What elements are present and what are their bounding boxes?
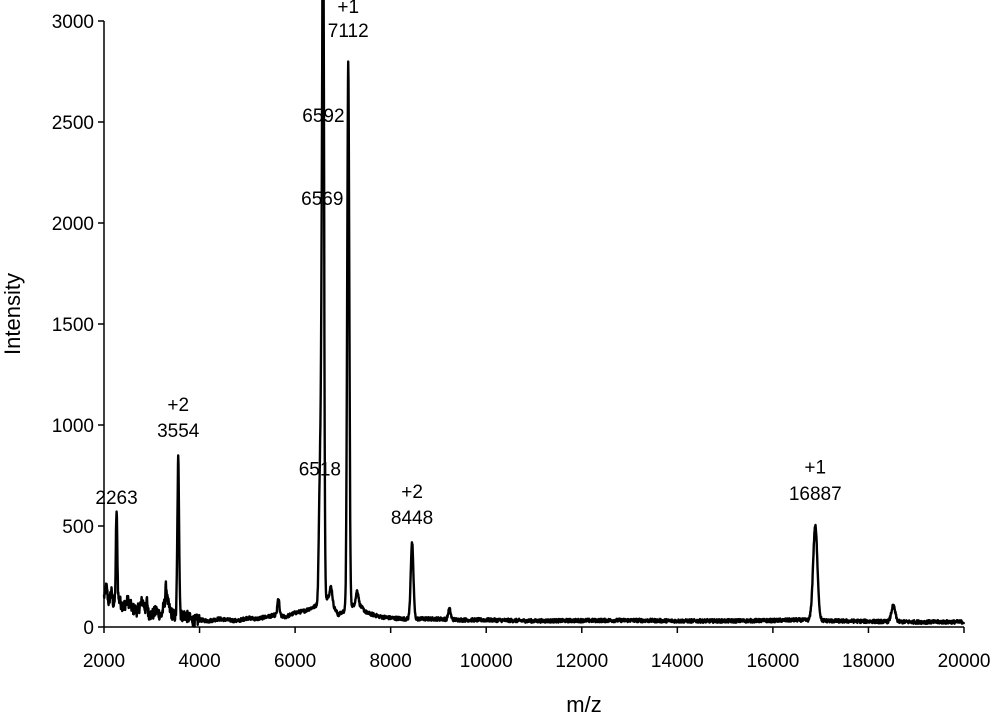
peak-annotations: 2263 +2 3554 6518 6569 6592 +1 7112 +2 8448 +1 1688… (95, 0, 841, 529)
spectrum-line (102, 0, 966, 628)
y-axis-ticks: 0 500 1000 1500 2000 2500 3000 (52, 12, 104, 639)
peak-label: 7112 (328, 21, 369, 42)
x-tick-label: 18000 (842, 651, 895, 672)
peak-label: +1 (337, 0, 359, 18)
peak-label: 8448 (391, 508, 433, 529)
y-tick-label: 0 (83, 618, 94, 639)
y-tick-label: 3000 (52, 12, 94, 33)
peak-label: 6569 (301, 189, 343, 210)
peak-label: 3554 (157, 421, 200, 442)
x-tick-label: 14000 (651, 651, 704, 672)
y-tick-label: 1500 (52, 315, 94, 336)
x-axis-title: m/z (566, 692, 601, 717)
y-tick-label: 2500 (52, 113, 94, 134)
y-tick-label: 2000 (52, 214, 94, 235)
x-tick-label: 6000 (274, 651, 316, 672)
x-axis-ticks: 2000 4000 6000 8000 10000 12000 14000 16000 1800… (83, 627, 991, 672)
x-tick-label: 20000 (938, 651, 991, 672)
x-tick-label: 2000 (83, 651, 125, 672)
axes (103, 21, 964, 628)
y-tick-label: 1000 (52, 416, 94, 437)
y-tick-label: 500 (62, 517, 94, 538)
x-tick-label: 16000 (746, 651, 799, 672)
y-axis-title: Intensity (0, 273, 25, 355)
x-tick-label: 8000 (370, 651, 412, 672)
peak-label: 16887 (789, 484, 842, 505)
peak-label: 6518 (299, 460, 341, 481)
x-tick-label: 4000 (178, 651, 220, 672)
peak-label: +2 (167, 395, 189, 416)
peak-label: 6592 (302, 106, 344, 127)
peak-label: +1 (804, 458, 826, 479)
peak-label: +2 (401, 482, 423, 503)
peak-label: 2263 (95, 488, 137, 509)
x-tick-label: 12000 (555, 651, 608, 672)
x-tick-label: 10000 (460, 651, 513, 672)
